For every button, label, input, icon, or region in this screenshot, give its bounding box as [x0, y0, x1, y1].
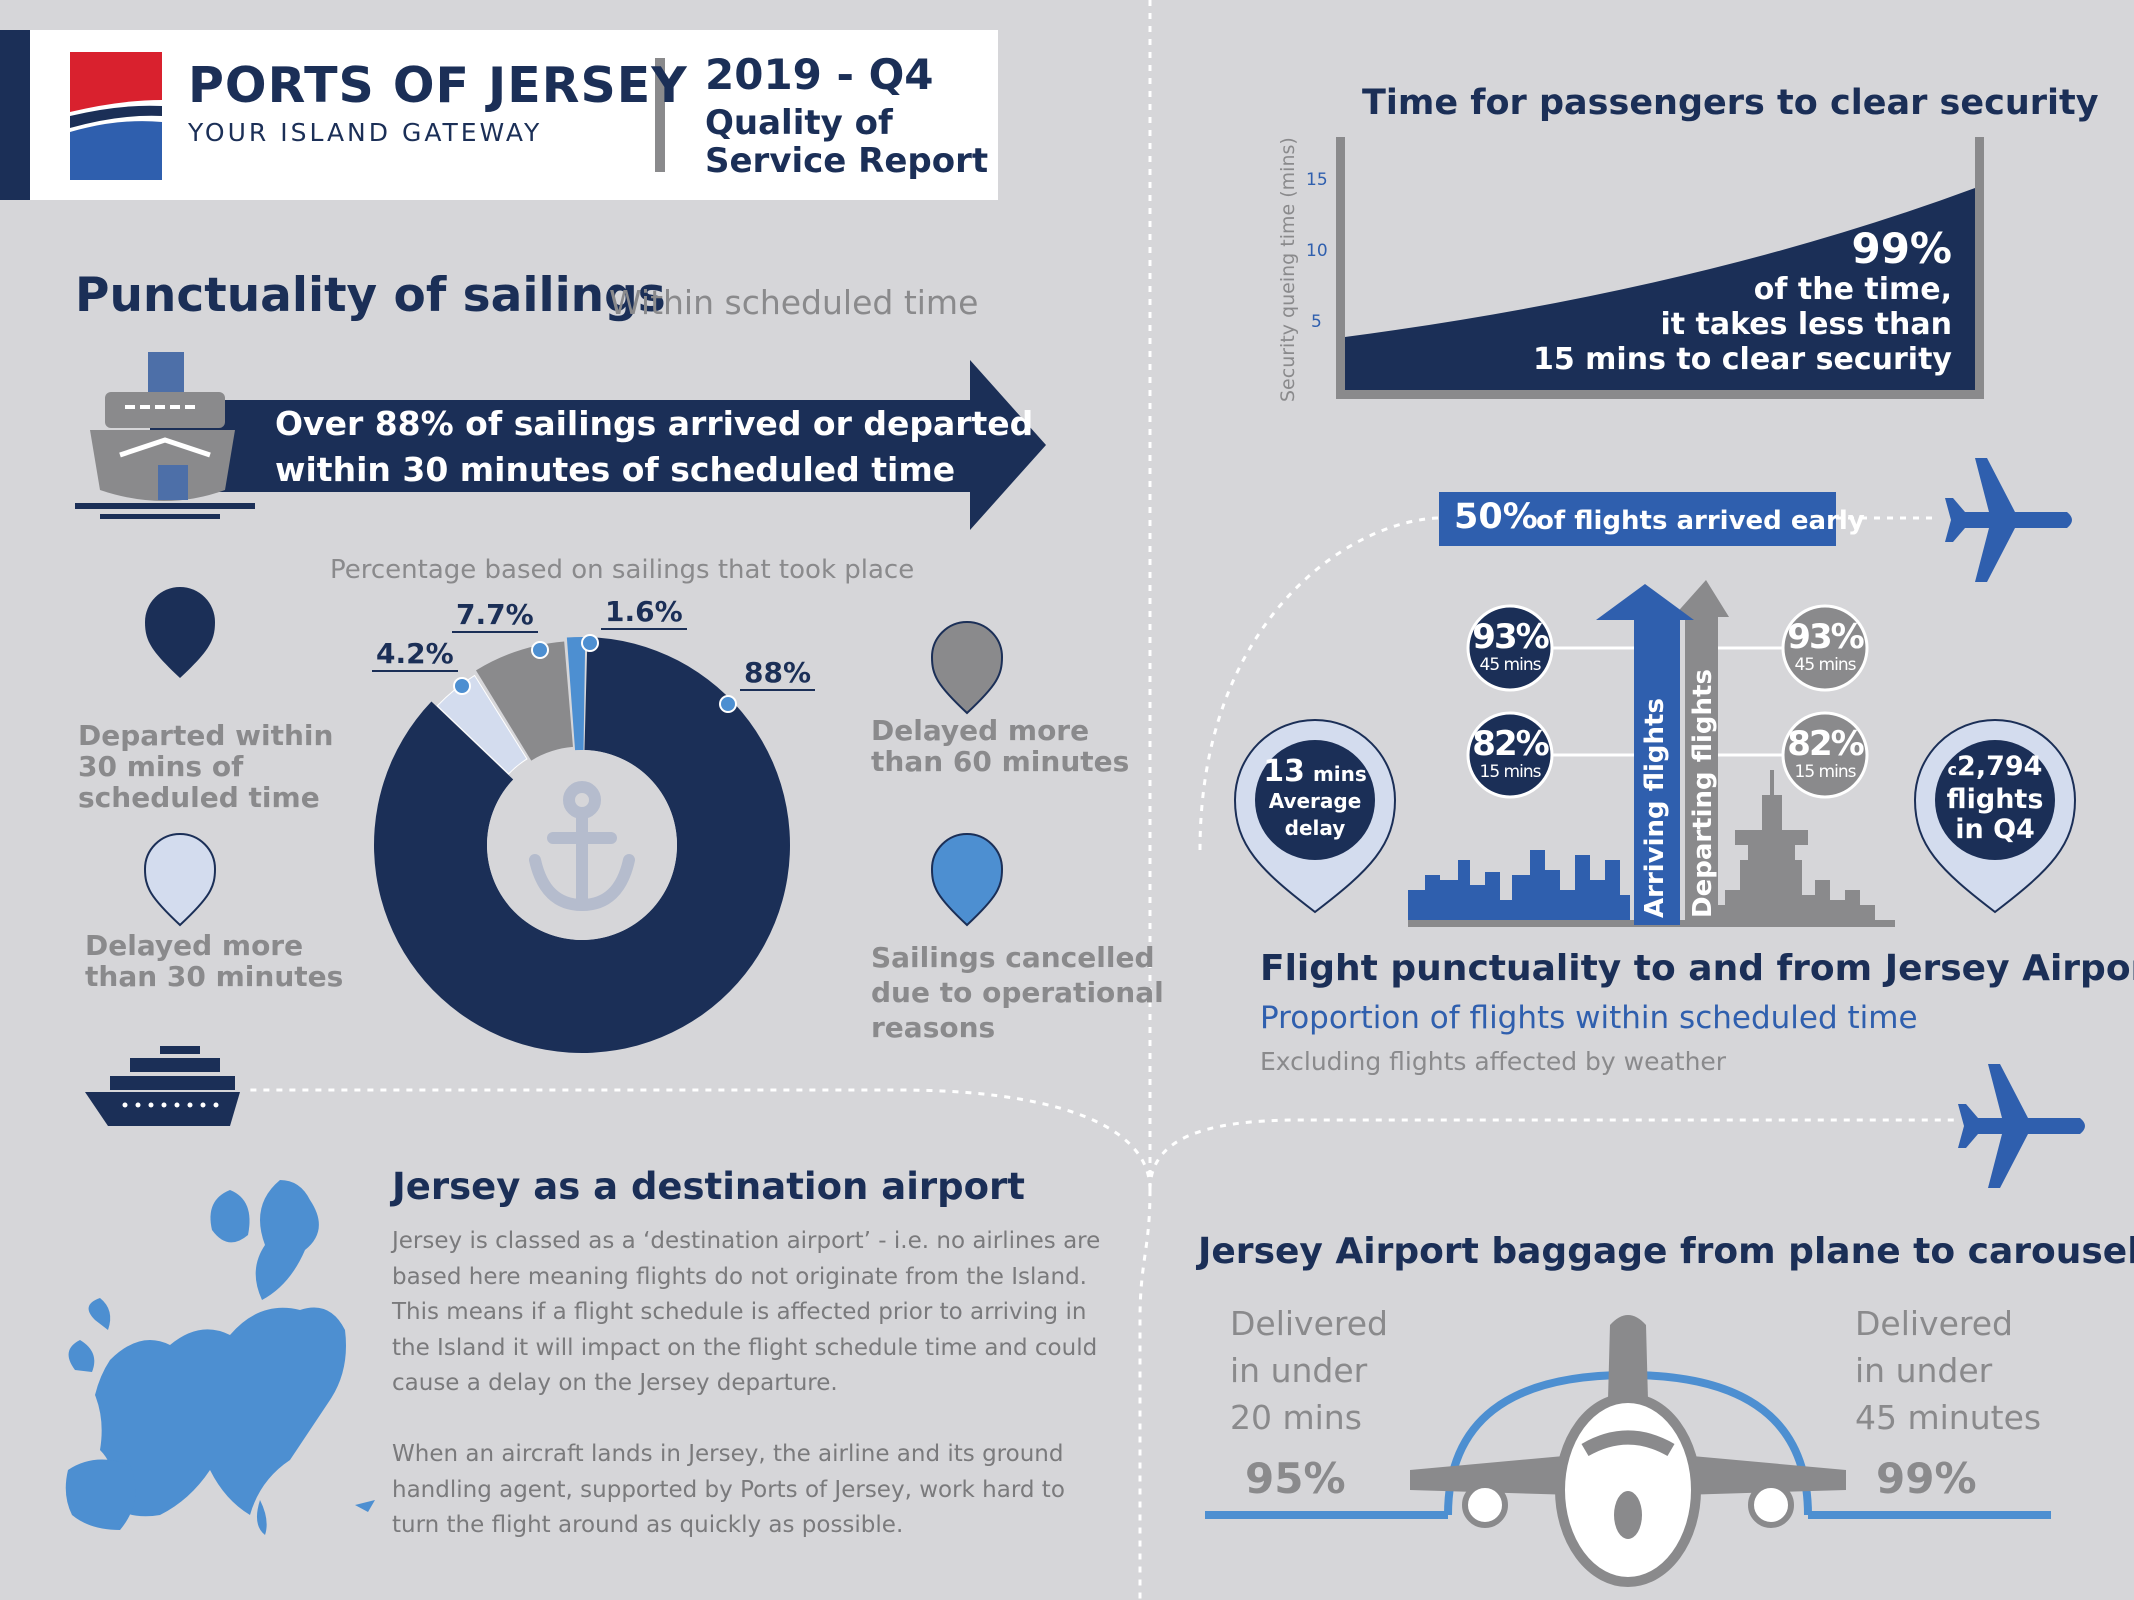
arriving-arrow	[1596, 584, 1694, 925]
donut-segment-delayed-60	[476, 641, 573, 761]
pin-departed-icon	[145, 587, 215, 678]
baggage-left-pct: 95%	[1245, 1454, 1346, 1503]
report-title-line2: Service Report	[705, 141, 989, 181]
leader-dot-7-7	[531, 641, 549, 659]
arr-15-pct: 82%	[1472, 724, 1549, 764]
plane-bottom-icon	[1958, 1064, 2085, 1188]
early-arrivals-fill	[1440, 493, 1835, 545]
sailings-banner-line1: Over 88% of sailings arrived or departed	[275, 404, 1034, 443]
sailings-title: Punctuality of sailings	[75, 268, 666, 323]
arr-45-pct: 93%	[1472, 617, 1549, 657]
pin-cancelled-icon	[930, 833, 1004, 927]
anchor-icon	[529, 781, 635, 912]
flights-subtitle: Proportion of flights within scheduled t…	[1260, 1000, 1918, 1036]
legend-delayed-30: Delayed more than 30 minutes	[85, 929, 344, 993]
brand-title: PORTS OF JERSEY	[188, 57, 688, 114]
legend-delayed-60: Delayed more than 60 minutes	[871, 714, 1130, 778]
average-delay: 13 mins Average delay	[1263, 754, 1367, 841]
data-label-7-7: 7.7%	[452, 598, 538, 633]
ports-of-jersey-logo	[70, 52, 162, 180]
leader-dot-1-6	[581, 634, 599, 652]
tick-10: 10	[1306, 241, 1328, 261]
sailings-banner-arrow	[150, 360, 1046, 530]
arr-15-circle	[1466, 711, 1554, 799]
destination-paragraph-2: When an aircraft lands in Jersey, the ai…	[392, 1441, 1065, 1538]
flights-count: c2,794 flights in Q4	[1946, 751, 2044, 845]
report-period: 2019 - Q4	[705, 50, 934, 99]
security-chart	[1336, 137, 1984, 399]
report-title-line1: Quality of	[705, 103, 893, 143]
tick-5: 5	[1311, 312, 1322, 332]
baggage-right-pct: 99%	[1876, 1454, 1977, 1503]
chart-caption: Percentage based on sailings that took p…	[330, 555, 915, 585]
brand-tagline: YOUR ISLAND GATEWAY	[188, 118, 543, 147]
sailings-subtitle: Within scheduled time	[609, 283, 979, 322]
tick-15: 15	[1306, 170, 1328, 190]
security-stat: 99%	[1851, 224, 1952, 273]
flights-note: Excluding flights affected by weather	[1260, 1047, 1727, 1076]
sailings-banner-line2: within 30 minutes of scheduled time	[275, 450, 956, 489]
dep-15-pct: 82%	[1787, 724, 1864, 764]
destination-paragraph-1: Jersey is classed as a ‘destination airp…	[392, 1228, 1101, 1396]
arriving-label: Arriving flights	[1640, 698, 1670, 918]
pin-delayed60-icon	[930, 621, 1004, 715]
early-value: 50%	[1454, 497, 1538, 537]
baggage-title: Jersey Airport baggage from plane to car…	[1198, 1231, 2134, 1272]
flights-title: Flight punctuality to and from Jersey Ai…	[1260, 948, 2134, 989]
donut-segment-departed	[373, 637, 791, 1054]
pin-delayed30-icon	[143, 833, 217, 927]
cruise-ship-icon	[85, 1046, 240, 1126]
data-label-1-6: 1.6%	[601, 595, 687, 630]
destination-title: Jersey as a destination airport	[392, 1165, 1025, 1208]
security-stat-line1: of the time,	[1753, 272, 1952, 307]
dotted-dividers	[250, 0, 1960, 1600]
dep-45-label: 45 mins	[1794, 655, 1857, 675]
departing-label: Departing flights	[1688, 669, 1718, 918]
data-label-4-2: 4.2%	[372, 637, 458, 672]
donut-segment-delayed-30	[436, 674, 528, 775]
dep-15-circle	[1781, 711, 1869, 799]
security-title: Time for passengers to clear security	[1362, 83, 2099, 123]
arr-45-circle	[1466, 604, 1554, 692]
security-stat-line2: it takes less than	[1660, 307, 1952, 342]
data-label-88: 88%	[740, 656, 816, 691]
dep-15-label: 15 mins	[1794, 762, 1857, 782]
ferry-icon	[75, 352, 255, 519]
header-panel	[0, 30, 998, 200]
baggage-right-label: Delivered in under 45 minutes	[1855, 1304, 2042, 1437]
arr-45-label: 45 mins	[1479, 655, 1542, 675]
arr-15-label: 15 mins	[1479, 762, 1542, 782]
departing-arrow	[1673, 580, 1729, 925]
early-text: of flights arrived early	[1536, 506, 1865, 536]
dep-45-circle	[1781, 604, 1869, 692]
security-stat-line3: 15 mins to clear security	[1532, 342, 1952, 377]
legend-departed: Departed within 30 mins of scheduled time	[78, 719, 334, 814]
europe-map-icon	[65, 1180, 375, 1535]
baggage-plane-icon	[1205, 1315, 2051, 1587]
security-y-axis-label: Security queing time (mins)	[1277, 137, 1299, 402]
dep-45-pct: 93%	[1787, 617, 1864, 657]
baggage-left-label: Delivered in under 20 mins	[1230, 1304, 1388, 1437]
plane-top-icon	[1945, 458, 2072, 582]
leader-dot-88	[719, 695, 737, 713]
header-accent-bar	[0, 30, 30, 200]
donut-segment-cancelled	[566, 637, 586, 751]
leader-dot-4-2	[453, 677, 471, 695]
legend-cancelled: Sailings cancelled due to operational reas…	[871, 941, 1164, 1044]
